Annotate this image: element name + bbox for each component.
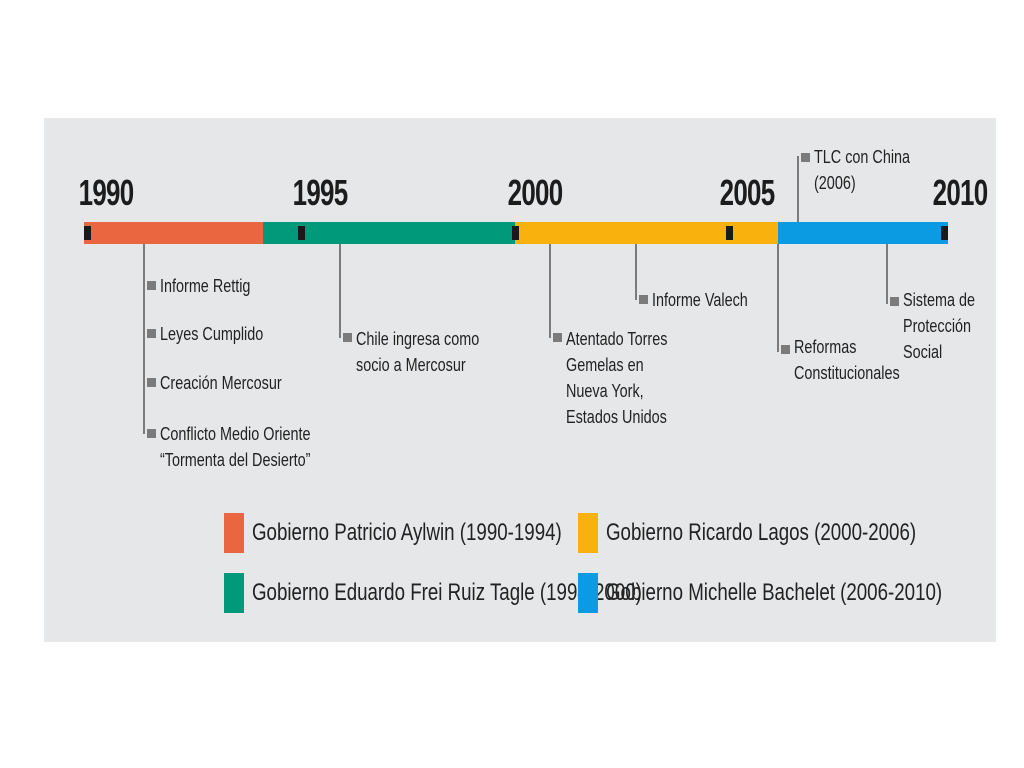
year-tick-2000: [512, 226, 519, 240]
bullet-marker: [147, 281, 156, 290]
event-tlc-line2: (2006): [814, 173, 856, 193]
bullet-marker: [639, 295, 648, 304]
year-label-2010: 2010: [932, 172, 989, 213]
event-conflicto-medio-oriente: Conflicto Medio Oriente “Tormenta del De…: [160, 421, 310, 473]
bullet-marker: [553, 333, 562, 342]
timeline-segment-lagos: [515, 222, 778, 244]
bullet-marker: [781, 345, 790, 354]
year-tick-1995: [298, 226, 305, 240]
event-sistema-proteccion-social: Sistema de Protección Social: [903, 287, 975, 365]
year-label-1990: 1990: [78, 172, 135, 213]
legend-label-lagos: Gobierno Ricardo Lagos (2000-2006): [606, 519, 917, 546]
event-reformas-line1: Reformas: [794, 337, 857, 357]
event-sistema-line2: Protección: [903, 316, 972, 336]
connector-line-mercosur-socio: [339, 244, 341, 338]
connector-line-valech: [635, 244, 637, 300]
connector-line-sistema: [886, 244, 888, 304]
connector-line-reformas: [777, 244, 779, 352]
event-atentado-line2: Gemelas en: [566, 355, 644, 375]
bullet-marker: [147, 378, 156, 387]
event-sistema-line1: Sistema de: [903, 290, 976, 310]
timeline-panel: [44, 118, 996, 642]
bullet-marker: [890, 297, 899, 306]
event-conflicto-line1: Conflicto Medio Oriente: [160, 424, 311, 444]
connector-line-1991: [143, 244, 145, 434]
legend-swatch-lagos: [578, 513, 598, 553]
bullet-marker: [147, 429, 156, 438]
event-atentado-line1: Atentado Torres: [566, 329, 668, 349]
timeline-segment-bachelet: [778, 222, 948, 244]
event-informe-valech: Informe Valech: [652, 290, 748, 310]
event-atentado-line4: Estados Unidos: [566, 407, 667, 427]
event-chile-line1: Chile ingresa como: [356, 329, 480, 349]
bullet-marker: [147, 329, 156, 338]
year-label-2005: 2005: [719, 172, 776, 213]
year-label-1995: 1995: [292, 172, 349, 213]
event-tlc-line1: TLC con China: [814, 147, 911, 167]
legend-swatch-bachelet: [578, 573, 598, 613]
event-informe-rettig: Informe Rettig: [160, 276, 251, 296]
year-tick-2005: [726, 226, 733, 240]
legend-label-aylwin: Gobierno Patricio Aylwin (1990-1994): [252, 519, 562, 546]
connector-line-tlc: [797, 156, 799, 222]
event-atentado-torres-gemelas: Atentado Torres Gemelas en Nueva York, E…: [566, 326, 667, 430]
legend-swatch-aylwin: [224, 513, 244, 553]
year-tick-1990: [84, 226, 91, 240]
event-atentado-line3: Nueva York,: [566, 381, 644, 401]
event-reformas-constitucionales: Reformas Constitucionales: [794, 334, 900, 386]
bullet-marker: [801, 153, 810, 162]
event-tlc-china: TLC con China (2006): [814, 144, 910, 196]
timeline-segment-frei: [263, 222, 515, 244]
legend-label-bachelet: Gobierno Michelle Bachelet (2006-2010): [606, 579, 943, 606]
year-tick-2010: [941, 226, 948, 240]
event-reformas-line2: Constitucionales: [794, 363, 900, 383]
connector-line-atentado: [549, 244, 551, 338]
timeline-segment-aylwin: [84, 222, 263, 244]
legend-label-frei: Gobierno Eduardo Frei Ruiz Tagle (1994-2…: [252, 579, 642, 606]
event-chile-ingresa-mercosur: Chile ingresa como socio a Mercosur: [356, 326, 479, 378]
event-leyes-cumplido: Leyes Cumplido: [160, 324, 264, 344]
event-creacion-mercosur: Creación Mercosur: [160, 373, 282, 393]
bullet-marker: [343, 333, 352, 342]
legend-swatch-frei: [224, 573, 244, 613]
event-sistema-line3: Social: [903, 342, 943, 362]
year-label-2000: 2000: [507, 172, 564, 213]
event-conflicto-line2: “Tormenta del Desierto”: [160, 450, 311, 470]
event-chile-line2: socio a Mercosur: [356, 355, 466, 375]
